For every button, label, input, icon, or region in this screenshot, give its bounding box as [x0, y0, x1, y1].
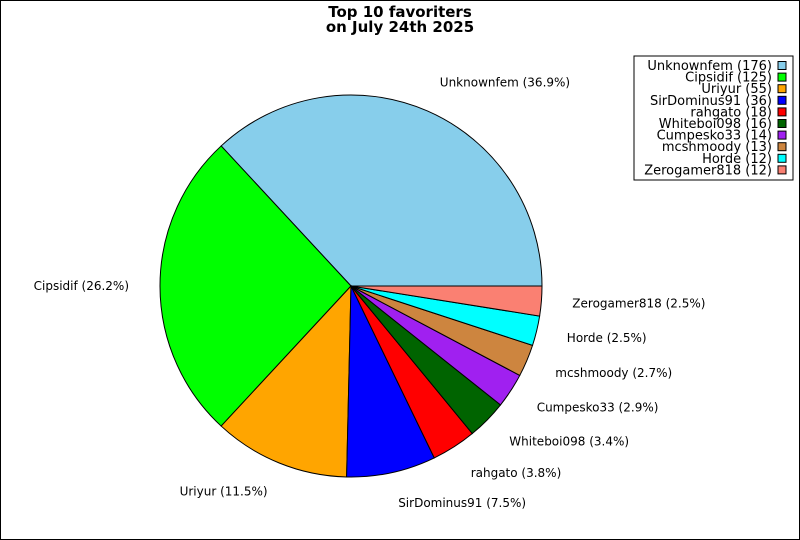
pie-slice-zerogamer818 — [350, 285, 543, 317]
legend-swatch-horde — [777, 153, 787, 163]
slice-label-whiteboi098: Whiteboi098 (3.4%) — [509, 435, 629, 449]
legend-swatch-rahgato — [777, 107, 787, 117]
legend-swatch-whiteboi098 — [777, 119, 787, 128]
slice-label-cipsidif: Cipsidif (26.2%) — [34, 279, 129, 293]
legend-swatch-mcshmoody — [777, 142, 787, 152]
slice-label-cumpesko33: Cumpesko33 (2.9%) — [537, 401, 659, 415]
legend-swatch-uriyur — [777, 84, 787, 94]
legend-box — [633, 55, 794, 181]
pie-slice-labels: Unknownfem (36.9%) Cipsidif (26.2%) Uriyur… — [34, 76, 706, 510]
slice-label-sirdominus91: SirDominus91 (7.5%) — [398, 496, 526, 510]
legend-entry-zerogamer818: Zerogamer818 (12) — [644, 163, 772, 178]
legend-swatch-unknownfem — [777, 61, 787, 70]
pie-slice-unknownfem — [220, 94, 543, 287]
legend-entry-cumpesko33: Cumpesko33 (14) — [657, 129, 772, 144]
pie-slice-uriyur — [220, 284, 352, 478]
chart-title-line-2: on July 24th 2025 — [326, 18, 474, 36]
legend-swatch-cumpesko33 — [777, 130, 787, 140]
legend-entry-horde: Horde (12) — [702, 152, 772, 167]
legend-swatch-sirdominus91 — [777, 95, 787, 105]
slice-label-zerogamer818: Zerogamer818 (2.5%) — [572, 297, 705, 311]
legend-entry-cipsidif: Cipsidif (125) — [685, 71, 772, 86]
legend-entry-whiteboi098: Whiteboi098 (16) — [659, 117, 772, 132]
legend-swatch-cipsidif — [777, 72, 787, 82]
legend-entry-unknownfem: Unknownfem (176) — [647, 59, 772, 74]
legend-entry-mcshmoody: mcshmoody (13) — [662, 140, 772, 155]
legend: Unknownfem (176)Cipsidif (125)Uriyur (55… — [633, 55, 794, 181]
slice-label-rahgato: rahgato (3.8%) — [471, 466, 562, 480]
legend-swatch-zerogamer818 — [777, 165, 787, 175]
slice-label-uriyur: Uriyur (11.5%) — [180, 485, 268, 499]
slice-label-mcshmoody: mcshmoody (2.7%) — [555, 366, 672, 380]
legend-entry-uriyur: Uriyur (55) — [701, 82, 772, 97]
legend-entry-sirdominus91: SirDominus91 (36) — [650, 94, 772, 109]
chart-title-line-1: Top 10 favoriters — [328, 3, 472, 21]
legend-entry-rahgato: rahgato (18) — [690, 105, 772, 120]
pie-slices — [159, 94, 543, 478]
slice-label-unknownfem: Unknownfem (36.9%) — [440, 76, 570, 90]
pie-slice-cipsidif — [159, 145, 352, 427]
slice-label-horde: Horde (2.5%) — [567, 331, 647, 345]
